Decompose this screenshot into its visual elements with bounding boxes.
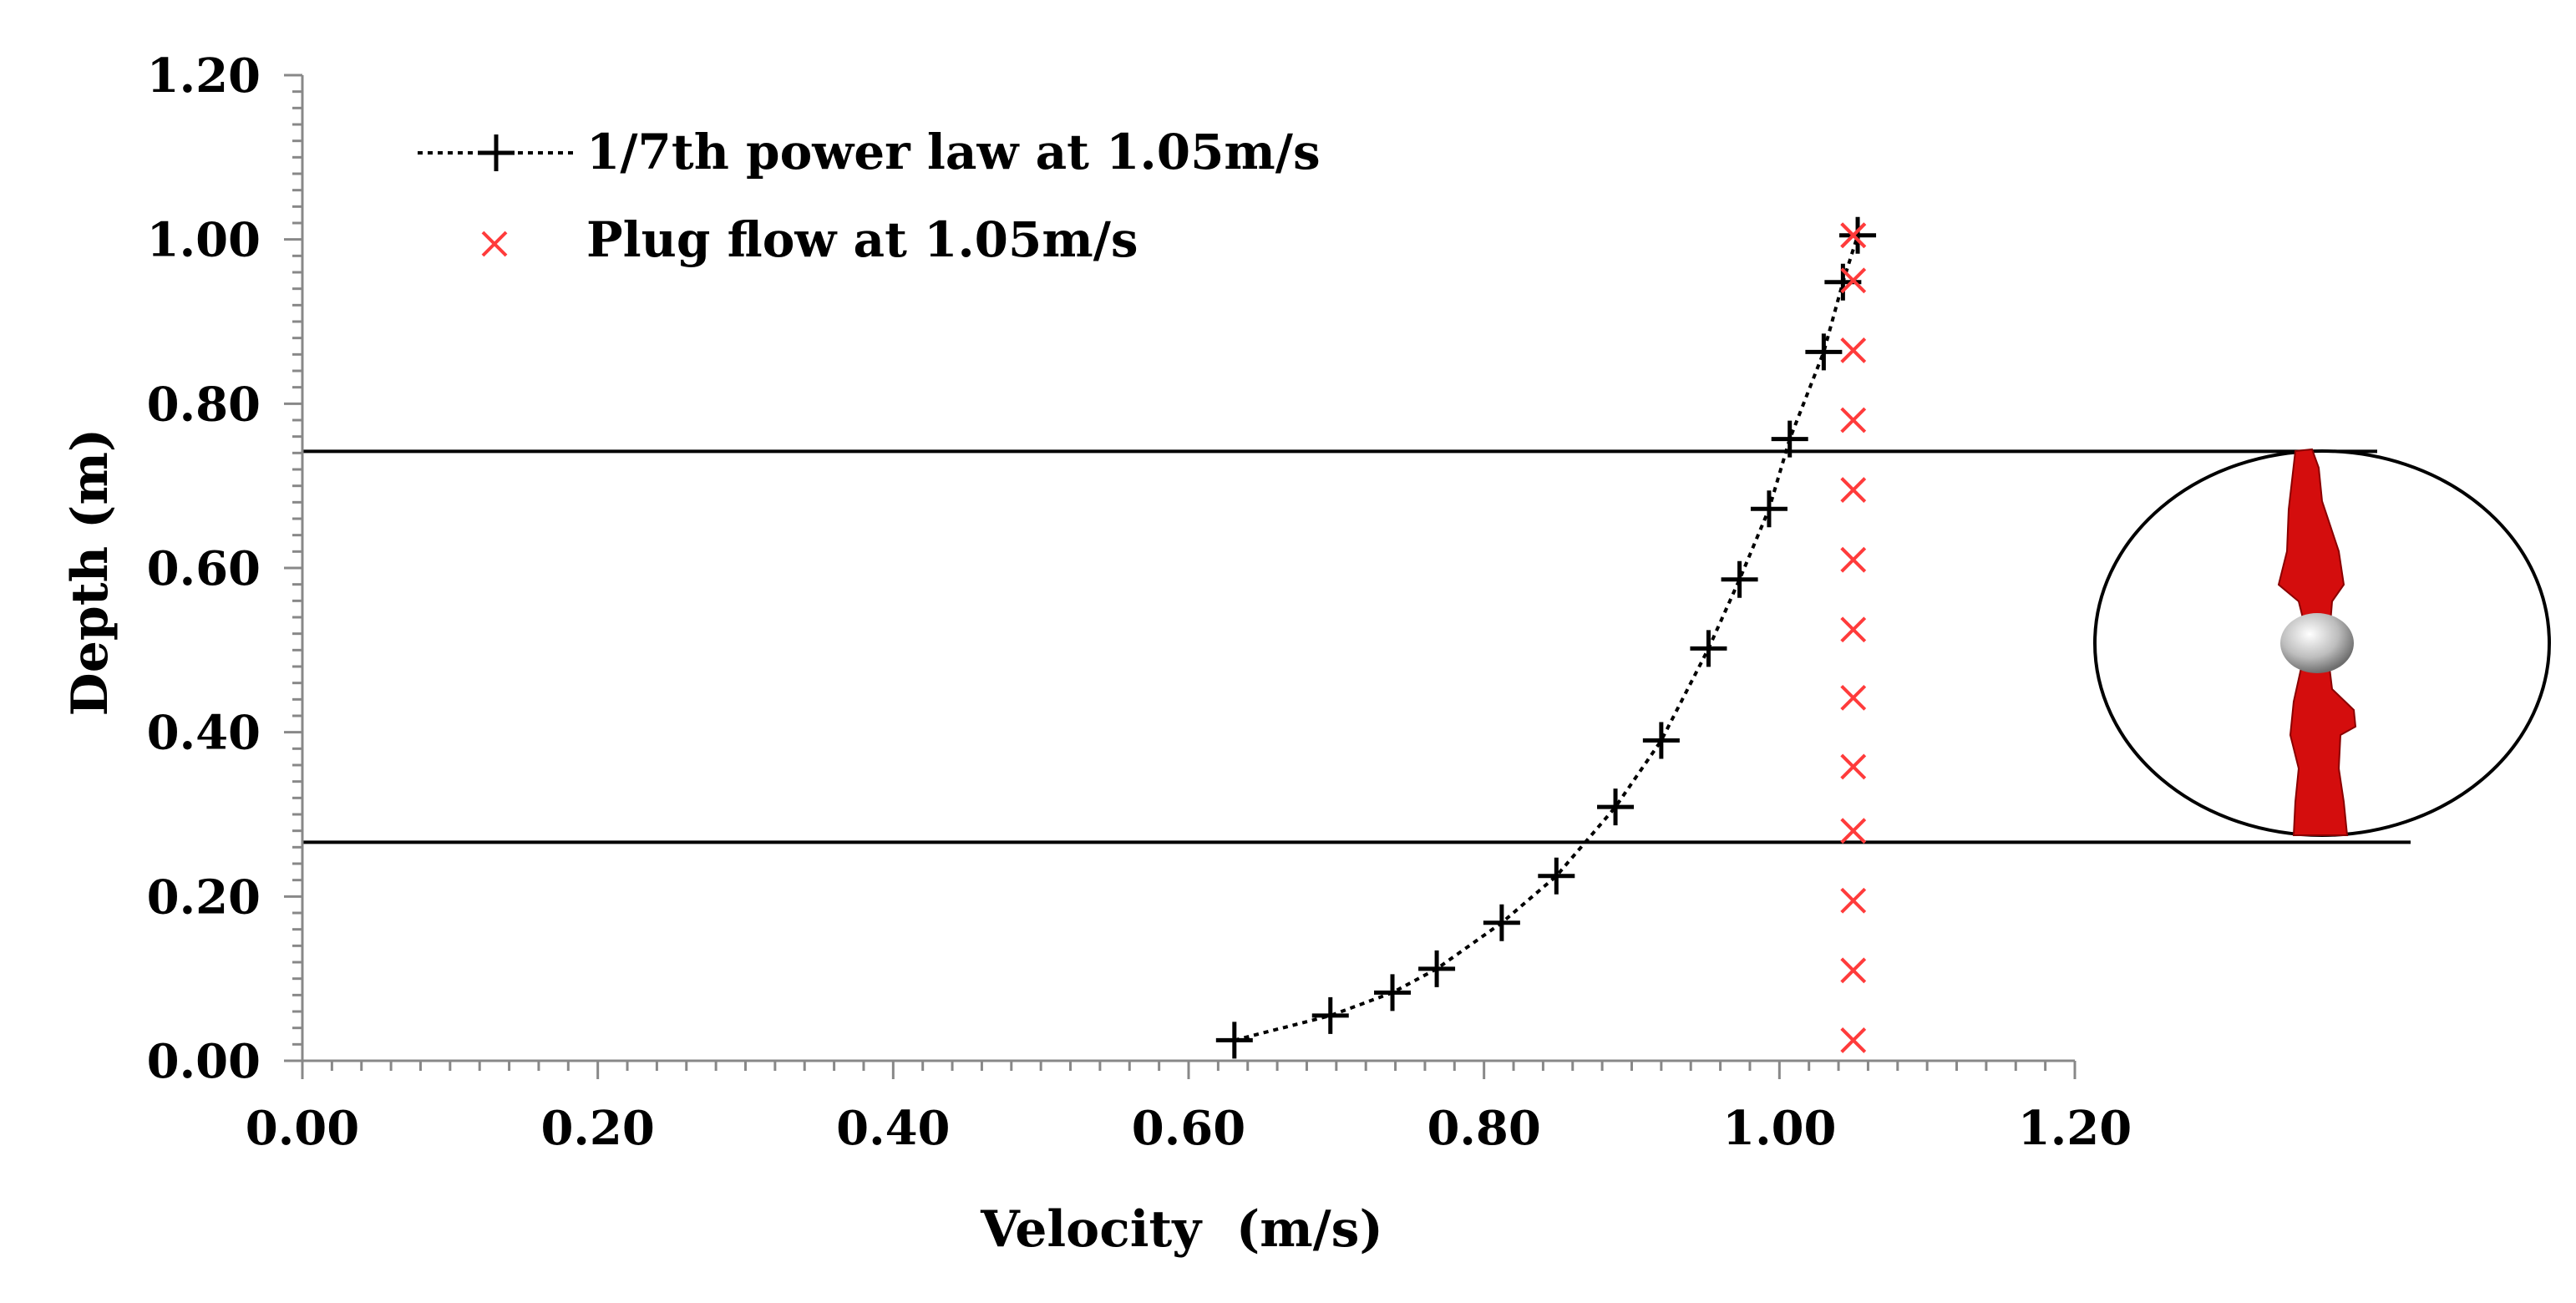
rotor-blade-bottom: [2289, 660, 2357, 836]
legend: 1/7th power law at 1.05m/s Plug flow at …: [418, 124, 1321, 268]
plug-flow-point: [1840, 407, 1867, 433]
rotor-blade-top: [2277, 448, 2345, 630]
power-law-point: [1597, 788, 1635, 826]
power-law-point: [1538, 857, 1575, 895]
y-axis-title: Depth (m): [61, 428, 119, 717]
y-tick-label: 0.80: [147, 377, 261, 432]
x-tick-label: 0.40: [836, 1101, 950, 1156]
plug-flow-point: [1840, 753, 1867, 780]
power-law-point: [1374, 974, 1412, 1011]
x-axis-title: Velocity (m/s): [980, 1200, 1383, 1259]
legend-label-power-law: 1/7th power law at 1.05m/s: [586, 124, 1321, 180]
legend-marker-power-law: [478, 134, 515, 171]
plug-flow-point: [1840, 267, 1867, 294]
plug-flow-point: [1840, 337, 1867, 363]
power-law-point: [1642, 722, 1680, 759]
legend-marker-plug-flow: [481, 231, 508, 257]
power-law-point: [1483, 904, 1520, 941]
turbine-rotor-icon: [2093, 448, 2551, 837]
x-tick-label: 0.60: [1132, 1101, 1245, 1156]
x-tick-label: 0.20: [540, 1101, 654, 1156]
plug-flow-point: [1840, 887, 1867, 914]
power-law-point: [1215, 1022, 1253, 1059]
x-tick-label: 1.20: [2018, 1101, 2132, 1156]
power-law-point: [1771, 420, 1808, 458]
series-layer: [1215, 216, 1877, 1059]
y-tick-label: 1.00: [147, 213, 261, 268]
tick-marks: [284, 74, 2077, 1079]
power-law-point: [1721, 560, 1758, 598]
power-law-point: [1690, 630, 1727, 667]
plug-flow-point: [1840, 477, 1867, 503]
tick-labels: 0.00 0.20 0.40 0.60 0.80 1.00 1.20 0.00 0.20 0.40…: [147, 48, 2132, 1156]
rotor-hub: [2280, 613, 2354, 673]
series-line-power-law: [1234, 235, 1859, 1042]
y-tick-label: 0.40: [147, 706, 261, 761]
power-law-point: [1805, 333, 1843, 371]
power-law-point: [1418, 950, 1456, 987]
plug-flow-point: [1840, 222, 1867, 249]
plug-flow-point: [1840, 1027, 1867, 1053]
x-tick-label: 1.00: [1722, 1101, 1836, 1156]
y-tick-label: 0.00: [147, 1034, 261, 1089]
plug-flow-point: [1840, 546, 1867, 573]
y-tick-label: 1.20: [147, 48, 261, 104]
x-tick-label: 0.00: [246, 1101, 359, 1156]
plug-flow-point: [1840, 818, 1867, 844]
x-tick-label: 0.80: [1427, 1101, 1540, 1156]
plug-flow-point: [1840, 684, 1867, 711]
plug-flow-point: [1840, 957, 1867, 984]
legend-label-plug-flow: Plug flow at 1.05m/s: [586, 211, 1138, 268]
power-law-point: [1311, 996, 1349, 1034]
plug-flow-point: [1840, 616, 1867, 643]
y-tick-label: 0.60: [147, 541, 261, 596]
power-law-point: [1750, 490, 1787, 528]
power-law-point: [1839, 216, 1877, 254]
y-tick-label: 0.20: [147, 870, 261, 925]
